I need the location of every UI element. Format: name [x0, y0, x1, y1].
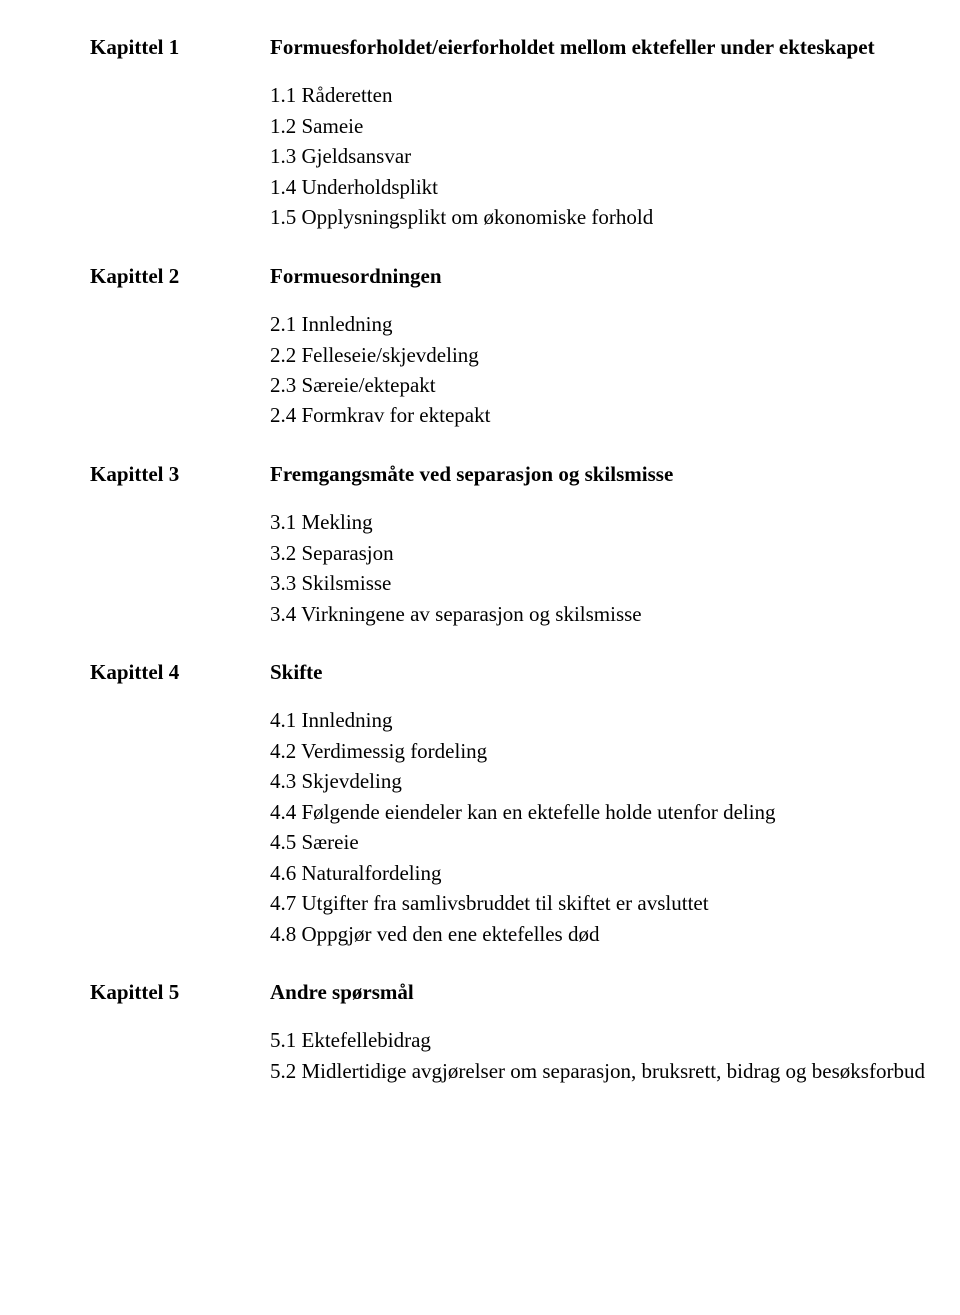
chapter-1: Kapittel 1 Formuesforholdet/eierforholde…	[90, 32, 960, 233]
toc-item: 3.4 Virkningene av separasjon og skilsmi…	[270, 599, 960, 629]
toc-item: 1.4 Underholdsplikt	[270, 172, 960, 202]
chapter-items: 2.1 Innledning 2.2 Felleseie/skjevdeling…	[270, 309, 960, 431]
chapter-2: Kapittel 2 Formuesordningen 2.1 Innledni…	[90, 261, 960, 431]
toc-item: 1.2 Sameie	[270, 111, 960, 141]
toc-item: 4.3 Skjevdeling	[270, 766, 960, 796]
toc-item: 2.2 Felleseie/skjevdeling	[270, 340, 960, 370]
chapter-label: Kapittel 2	[90, 261, 270, 291]
toc-item: 2.1 Innledning	[270, 309, 960, 339]
chapter-label: Kapittel 4	[90, 657, 270, 687]
chapter-3: Kapittel 3 Fremgangsmåte ved separasjon …	[90, 459, 960, 629]
chapter-label: Kapittel 1	[90, 32, 270, 62]
toc-item: 4.8 Oppgjør ved den ene ektefelles død	[270, 919, 960, 949]
chapter-title: Andre spørsmål	[270, 977, 960, 1007]
toc-item: 1.3 Gjeldsansvar	[270, 141, 960, 171]
chapter-label: Kapittel 3	[90, 459, 270, 489]
toc-item: 4.1 Innledning	[270, 705, 960, 735]
chapter-5: Kapittel 5 Andre spørsmål 5.1 Ektefelleb…	[90, 977, 960, 1086]
chapter-header-row: Kapittel 4 Skifte	[90, 657, 960, 687]
toc-item: 3.2 Separasjon	[270, 538, 960, 568]
chapter-header-row: Kapittel 1 Formuesforholdet/eierforholde…	[90, 32, 960, 62]
toc-item: 5.2 Midlertidige avgjørelser om separasj…	[270, 1056, 960, 1086]
toc-item: 4.5 Særeie	[270, 827, 960, 857]
chapter-4: Kapittel 4 Skifte 4.1 Innledning 4.2 Ver…	[90, 657, 960, 949]
toc-item: 5.1 Ektefellebidrag	[270, 1025, 960, 1055]
toc-item: 4.4 Følgende eiendeler kan en ektefelle …	[270, 797, 960, 827]
toc-item: 3.1 Mekling	[270, 507, 960, 537]
chapter-items: 5.1 Ektefellebidrag 5.2 Midlertidige avg…	[270, 1025, 960, 1086]
chapter-title: Formuesordningen	[270, 261, 960, 291]
chapter-label: Kapittel 5	[90, 977, 270, 1007]
chapter-header-row: Kapittel 3 Fremgangsmåte ved separasjon …	[90, 459, 960, 489]
toc-item: 2.4 Formkrav for ektepakt	[270, 400, 960, 430]
chapter-items: 3.1 Mekling 3.2 Separasjon 3.3 Skilsmiss…	[270, 507, 960, 629]
chapter-title: Fremgangsmåte ved separasjon og skilsmis…	[270, 459, 960, 489]
toc-item: 3.3 Skilsmisse	[270, 568, 960, 598]
chapter-title: Skifte	[270, 657, 960, 687]
toc-item: 4.6 Naturalfordeling	[270, 858, 960, 888]
chapter-header-row: Kapittel 5 Andre spørsmål	[90, 977, 960, 1007]
toc-item: 4.2 Verdimessig fordeling	[270, 736, 960, 766]
toc-item: 1.1 Råderetten	[270, 80, 960, 110]
chapter-items: 4.1 Innledning 4.2 Verdimessig fordeling…	[270, 705, 960, 949]
toc-item: 1.5 Opplysningsplikt om økonomiske forho…	[270, 202, 960, 232]
chapter-items: 1.1 Råderetten 1.2 Sameie 1.3 Gjeldsansv…	[270, 80, 960, 232]
chapter-header-row: Kapittel 2 Formuesordningen	[90, 261, 960, 291]
chapter-title: Formuesforholdet/eierforholdet mellom ek…	[270, 32, 960, 62]
toc-item: 4.7 Utgifter fra samlivsbruddet til skif…	[270, 888, 960, 918]
toc-item: 2.3 Særeie/ektepakt	[270, 370, 960, 400]
